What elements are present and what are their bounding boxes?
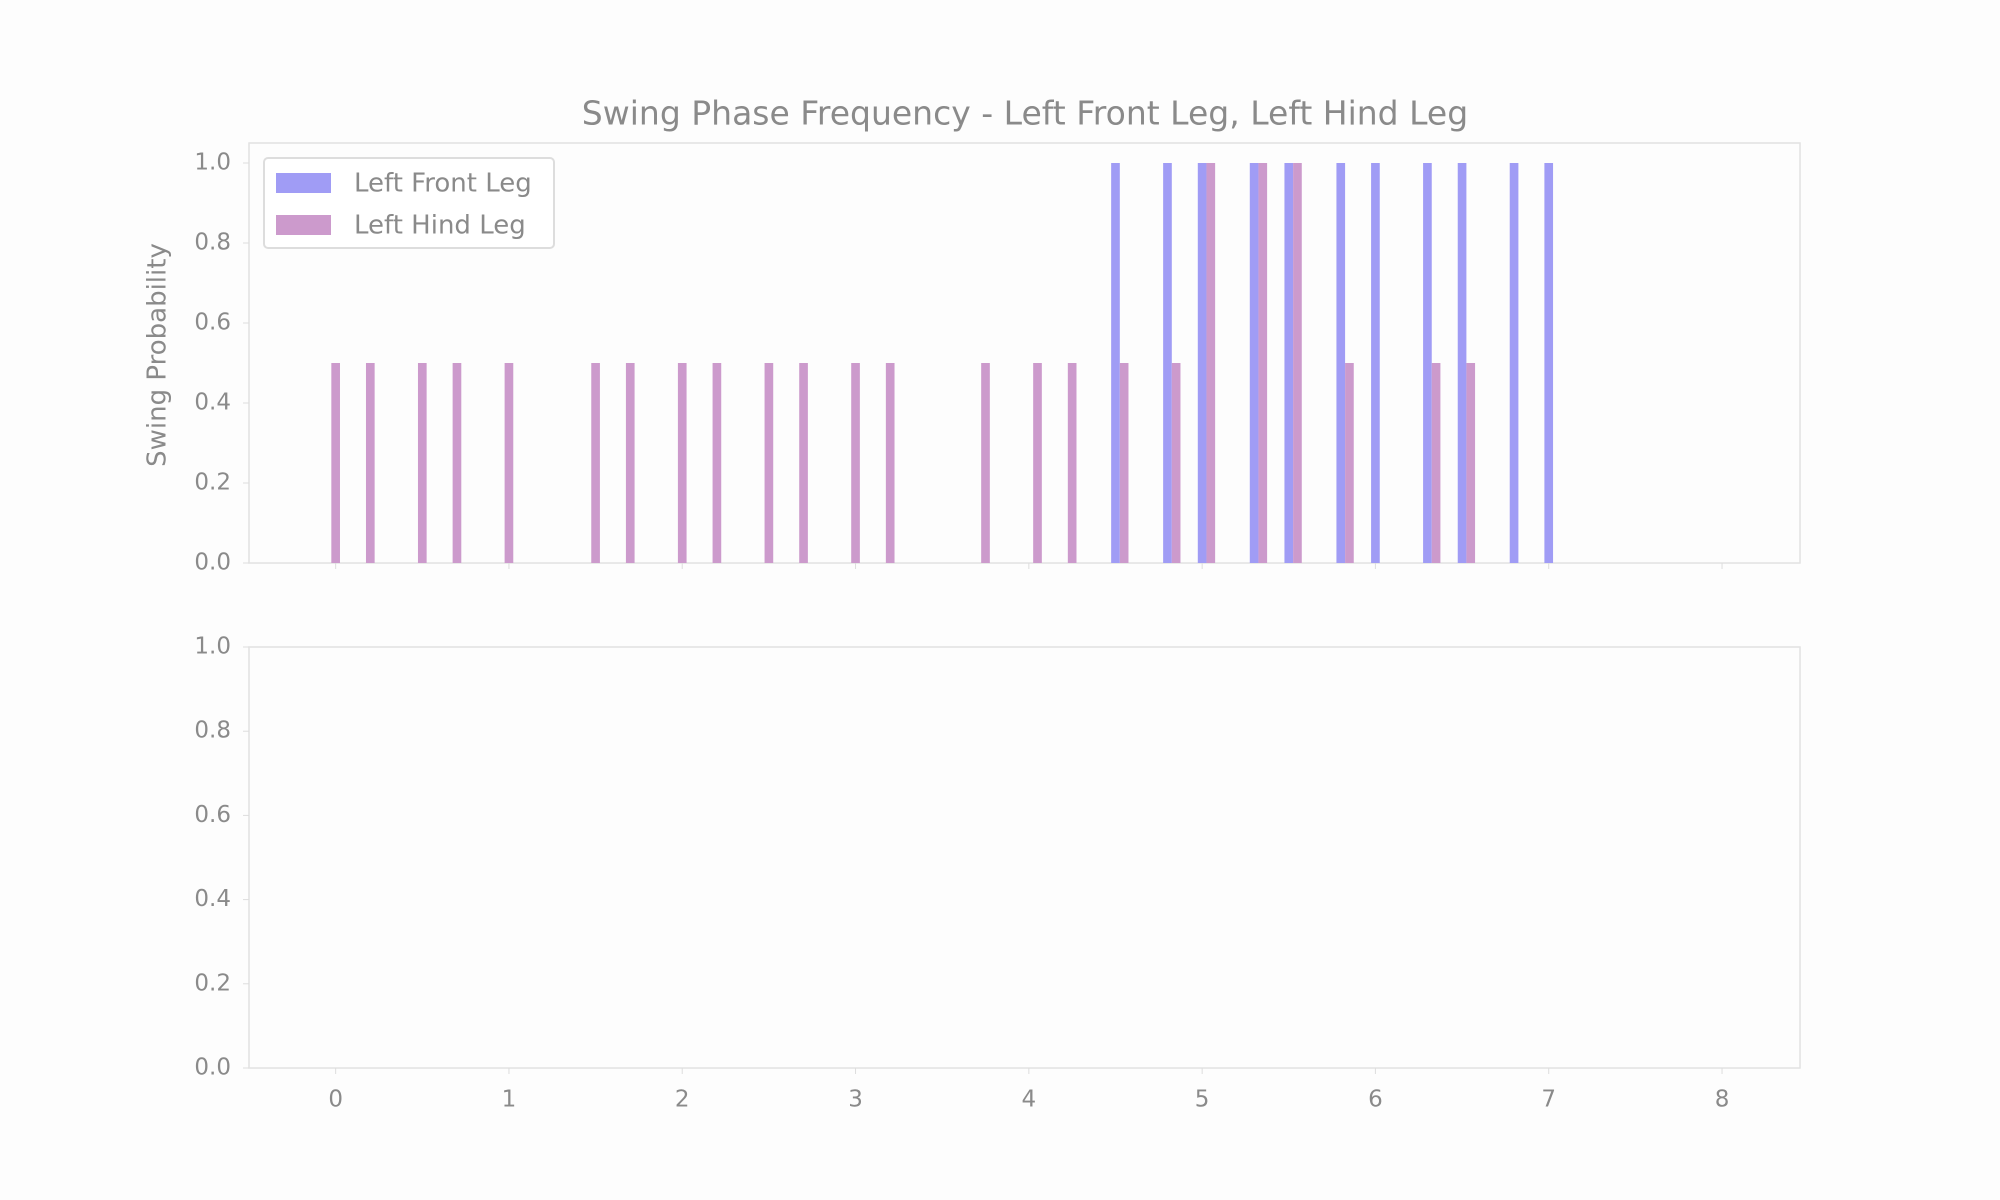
axes-frame [248,142,1801,564]
bar [625,363,635,563]
x-tick-label: 8 [1715,1087,1730,1113]
axes-frame [248,646,1801,1069]
x-tick-label: 6 [1368,1087,1383,1113]
legend-box [263,157,555,249]
y-tick-label: 0.6 [194,310,231,336]
bar [1371,163,1380,563]
x-tick-label: 1 [502,1087,517,1113]
bar [1258,163,1268,563]
x-tick-label: 7 [1541,1087,1556,1113]
bar [1457,163,1467,563]
bar [1067,363,1077,563]
bar [764,363,774,563]
bar [677,363,687,563]
y-tick-label: 0.8 [194,718,231,744]
y-tick-label: 0.8 [194,230,231,256]
bar [1466,363,1476,563]
chart-title: Swing Phase Frequency - Left Front Leg, … [582,94,1468,133]
bar [1544,163,1554,563]
x-tick-label: 5 [1195,1087,1210,1113]
y-tick-label: 0.2 [194,470,231,496]
bar [1423,163,1432,563]
bar [1336,163,1346,563]
legend-label: Left Front Leg [354,169,532,199]
bar [591,363,600,563]
bar [452,363,462,563]
bar [712,363,722,563]
bar [1033,363,1042,563]
bar [1249,163,1259,563]
bar [981,363,990,563]
y-tick-label: 0.6 [194,802,231,828]
bar [1163,163,1172,563]
bar [851,363,860,563]
x-tick-label: 4 [1022,1087,1037,1113]
bar [1509,163,1519,563]
y-tick-label: 0.2 [194,970,231,996]
x-tick-label: 2 [675,1087,690,1113]
bar [1293,163,1302,563]
bar [1431,363,1441,563]
bar [799,363,808,563]
bar [1345,363,1354,563]
y-tick-label: 0.0 [194,1055,231,1081]
bar [1111,163,1120,563]
bar [1206,163,1216,563]
y-tick-label: 0.0 [194,550,231,576]
y-axis-label: Swing Probability [143,243,173,467]
y-tick-label: 0.4 [194,390,231,416]
bar [331,363,340,563]
bar [1171,363,1181,563]
bar [365,363,375,563]
legend-swatch [276,215,331,235]
bar [1197,163,1207,563]
y-tick-label: 1.0 [194,150,231,176]
bar [885,363,895,563]
bar [1284,163,1294,563]
legend-label: Left Hind Leg [354,211,526,241]
legend-swatch [276,173,331,193]
y-tick-label: 1.0 [194,634,231,660]
x-tick-label: 3 [848,1087,863,1113]
bar [1119,363,1129,563]
bar [504,363,514,563]
x-tick-label: 0 [328,1087,343,1113]
bar [417,363,427,563]
y-tick-label: 0.4 [194,886,231,912]
